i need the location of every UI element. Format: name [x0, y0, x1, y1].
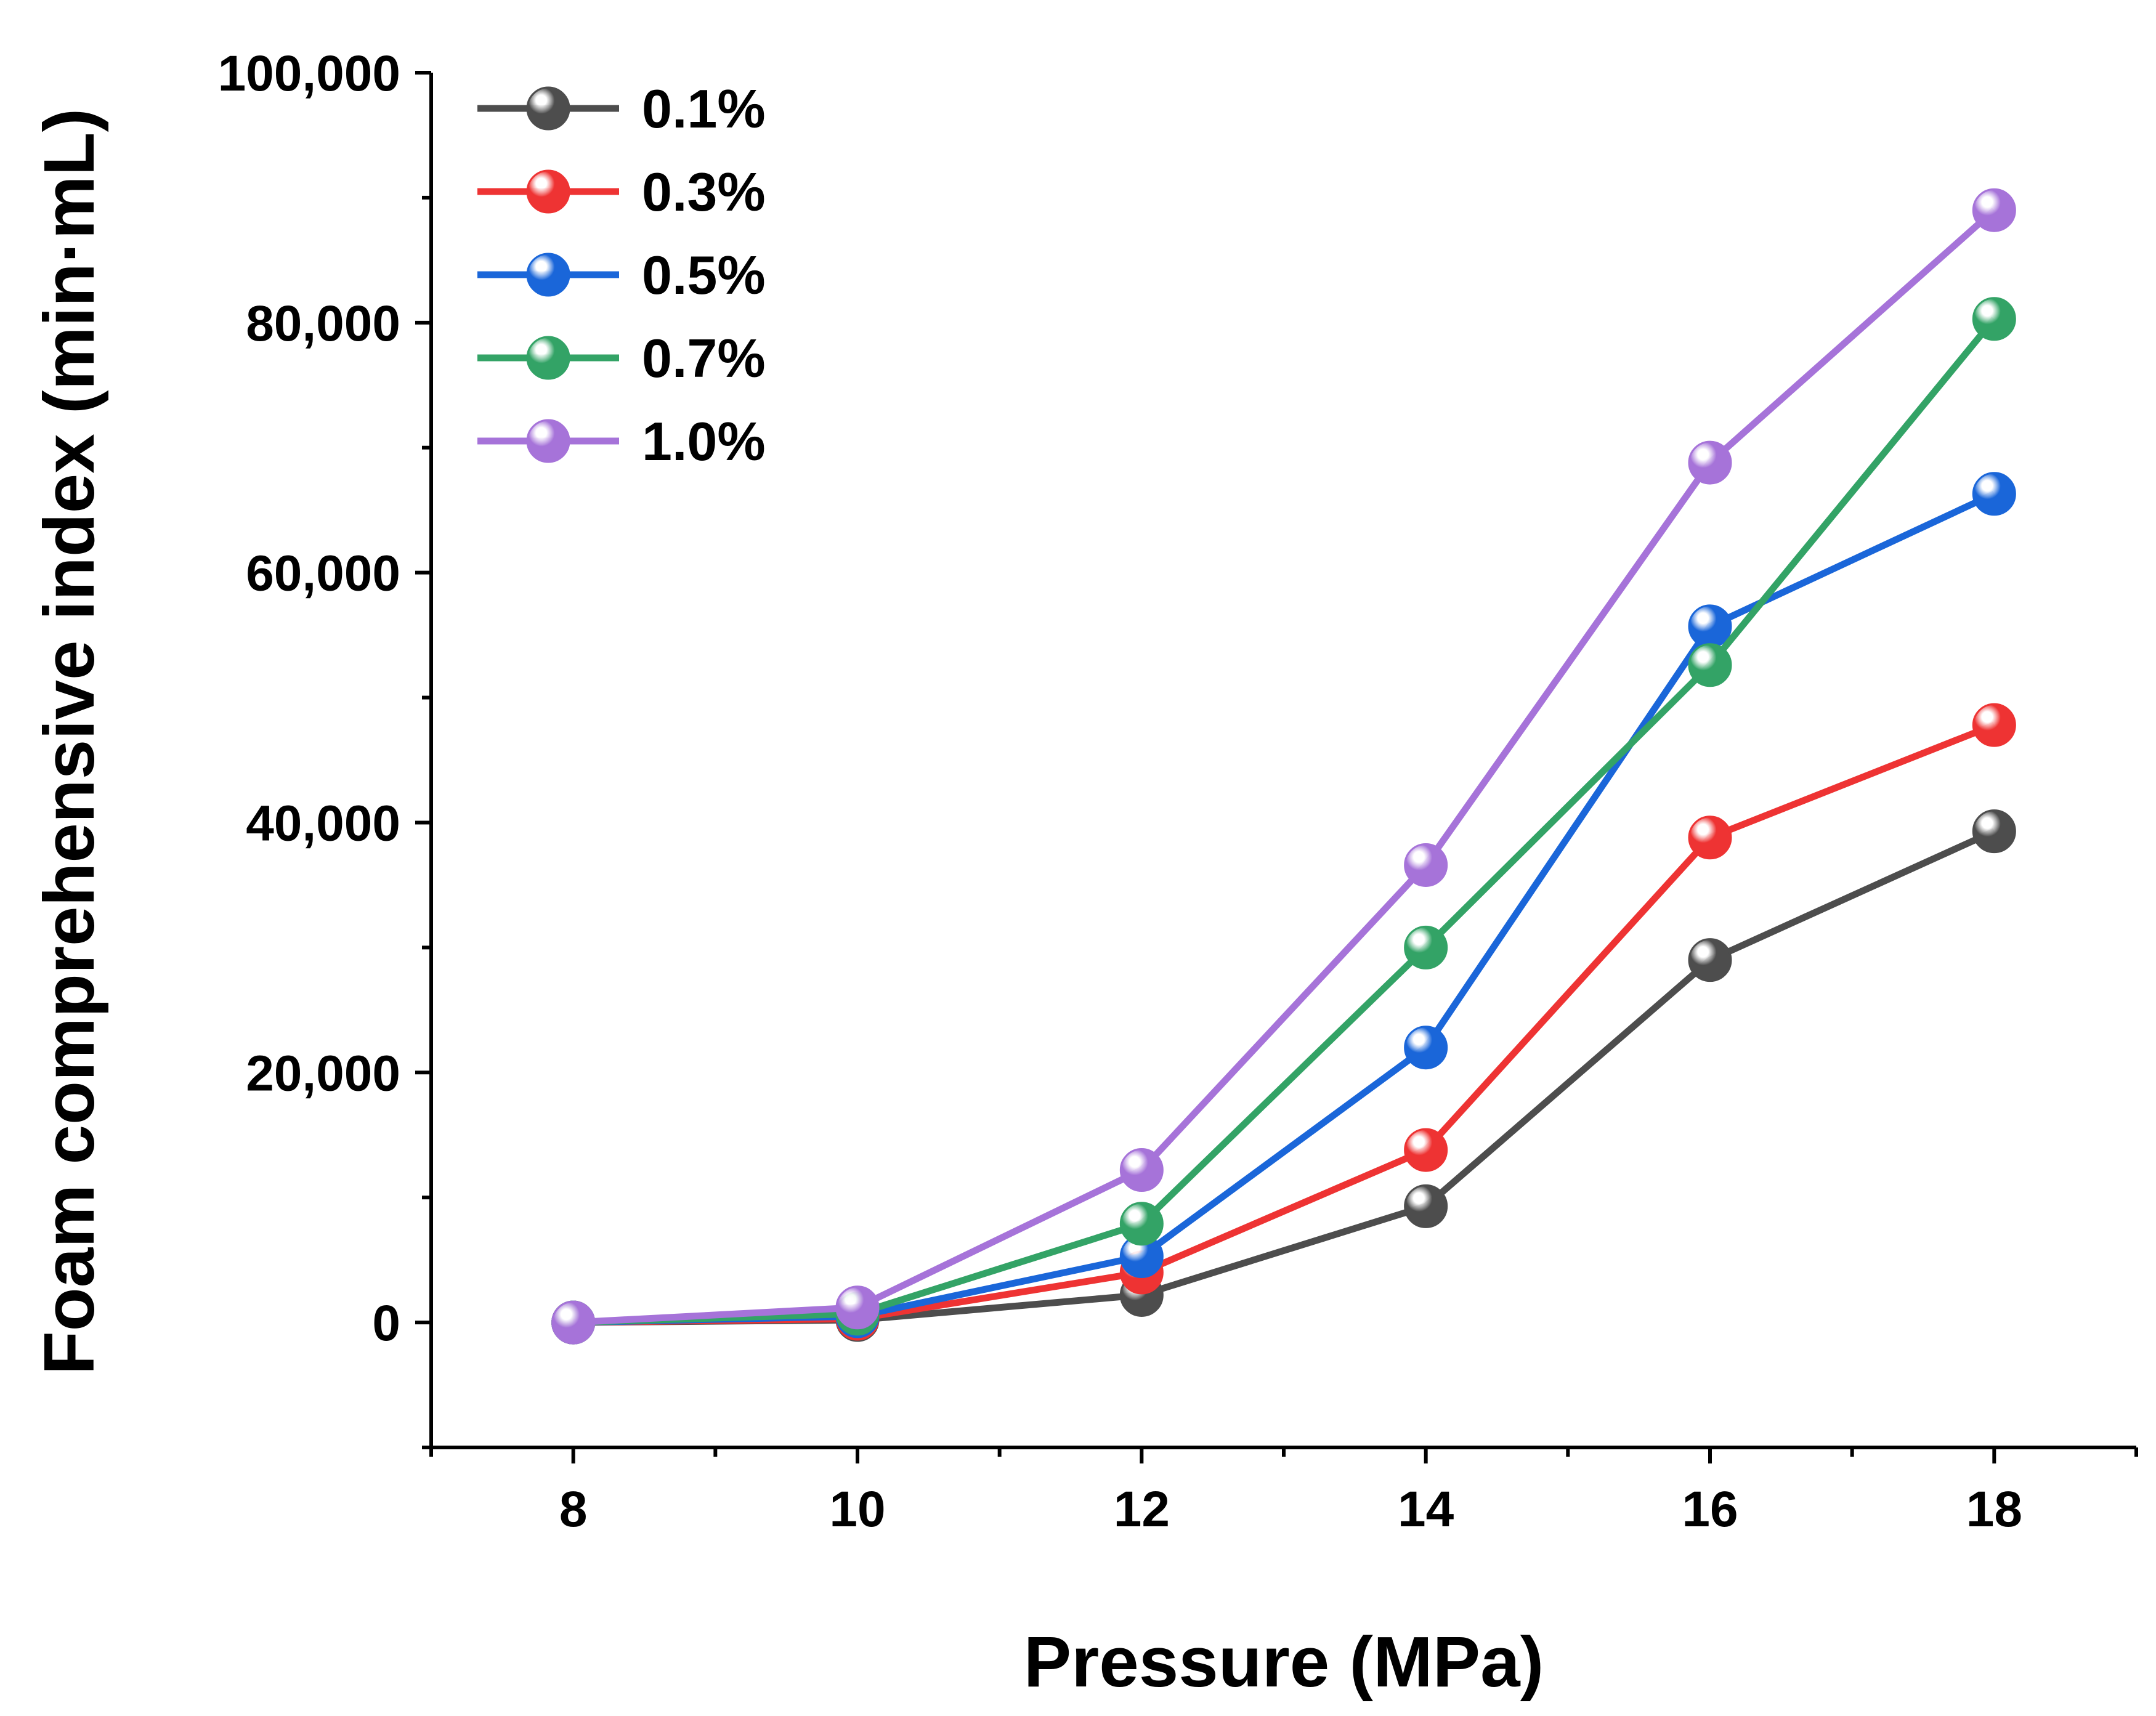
data-point: [1972, 809, 2016, 854]
data-point: [1404, 1184, 1448, 1228]
x-axis-title: Pressure (MPa): [1024, 1622, 1544, 1702]
series-line: [573, 490, 1996, 1326]
legend-label: 0.5%: [642, 245, 766, 306]
series-line: [573, 722, 1996, 1326]
x-tick-label: 14: [1398, 1481, 1454, 1537]
legend-label: 1.0%: [642, 411, 766, 472]
data-point: [1404, 843, 1448, 887]
legend-label: 0.7%: [642, 328, 766, 389]
data-point: [1404, 1128, 1448, 1172]
series-0.7%: [551, 297, 2016, 1345]
data-point: [1972, 297, 2016, 341]
y-axis-title: Foam comprehensive index (min·mL): [29, 108, 109, 1375]
data-point: [1688, 440, 1732, 485]
x-tick-label: 10: [829, 1481, 885, 1537]
data-point: [1688, 643, 1732, 687]
x-tick-label: 12: [1114, 1481, 1170, 1537]
data-point: [1972, 703, 2016, 747]
legend: 0.1% 0.3% 0.5% 0.7% 1.0%: [477, 78, 766, 472]
x-ticks: 8 10 12 14 16 18: [429, 1447, 2138, 1537]
y-tick-label: 20,000: [246, 1045, 400, 1101]
y-tick-label: 60,000: [246, 546, 400, 602]
legend-item: 0.1%: [477, 78, 766, 139]
legend-item: 1.0%: [477, 411, 766, 472]
x-tick-label: 16: [1682, 1481, 1738, 1537]
legend-marker: [526, 169, 570, 214]
data-point: [835, 1285, 880, 1330]
data-point: [1688, 604, 1732, 649]
legend-label: 0.3%: [642, 161, 766, 222]
data-point: [1688, 938, 1732, 982]
series-layer: [551, 188, 2016, 1345]
data-point: [1688, 816, 1732, 860]
series-line: [573, 208, 1996, 1326]
y-tick-label: 80,000: [246, 296, 400, 352]
legend-item: 0.7%: [477, 328, 766, 389]
legend-item: 0.5%: [477, 245, 766, 306]
legend-marker: [526, 253, 570, 297]
data-point: [1119, 1148, 1164, 1192]
y-tick-label: 40,000: [246, 795, 400, 851]
series-1.0%: [551, 188, 2016, 1345]
series-line: [573, 317, 1997, 1326]
x-tick-label: 18: [1966, 1481, 2022, 1537]
y-ticks: 0 20,000 40,000 60,000 80,000 100,000: [218, 46, 431, 1449]
data-point: [1119, 1202, 1164, 1246]
data-point: [1972, 472, 2016, 516]
legend-item: 0.3%: [477, 161, 766, 222]
legend-marker: [526, 419, 570, 463]
x-tick-label: 8: [559, 1481, 588, 1537]
y-tick-label: 0: [372, 1295, 400, 1351]
data-point: [1404, 925, 1448, 969]
y-tick-label: 100,000: [218, 46, 400, 102]
legend-marker: [526, 336, 570, 380]
data-point: [1404, 1026, 1448, 1070]
legend-marker: [526, 86, 570, 131]
series-line: [573, 828, 1996, 1326]
data-point: [1972, 188, 2016, 232]
data-point: [551, 1300, 596, 1345]
series-0.1%: [551, 809, 2016, 1345]
legend-label: 0.1%: [642, 78, 766, 139]
